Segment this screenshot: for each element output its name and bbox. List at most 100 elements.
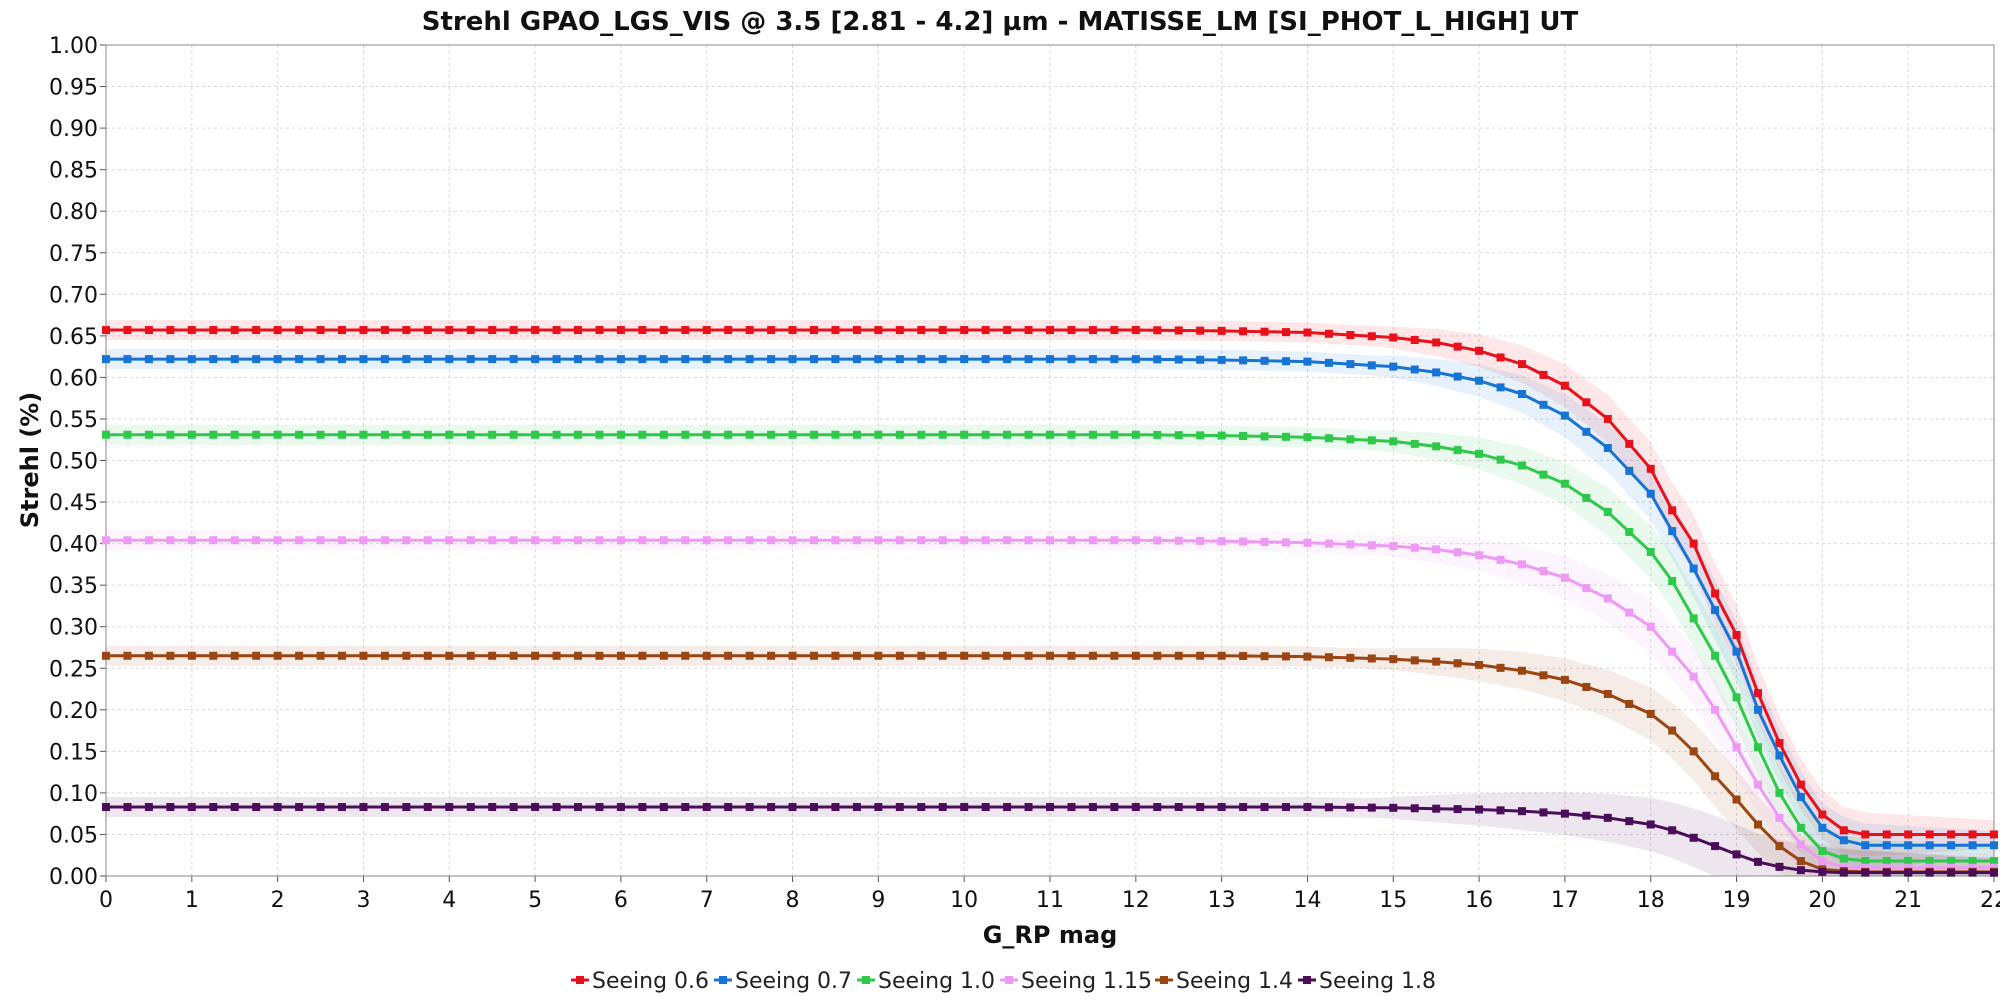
data-point: [1003, 536, 1012, 545]
data-point: [466, 651, 475, 660]
data-point: [1711, 772, 1720, 781]
data-point: [1775, 862, 1784, 871]
data-point: [1475, 376, 1484, 385]
data-point: [273, 651, 282, 660]
data-point: [1196, 536, 1205, 545]
data-point: [144, 536, 153, 545]
y-tick-label: 0.90: [49, 117, 98, 142]
data-point: [1389, 655, 1398, 664]
data-point: [724, 651, 733, 660]
data-point: [616, 803, 625, 812]
x-tick-label: 5: [528, 888, 542, 913]
data-point: [788, 803, 797, 812]
data-point: [230, 326, 239, 335]
data-point: [574, 355, 582, 364]
y-tick-label: 0.10: [49, 782, 98, 807]
data-point: [681, 355, 690, 364]
data-point: [488, 326, 497, 335]
x-tick-label: 16: [1465, 888, 1493, 913]
data-point: [1131, 355, 1140, 364]
data-point: [509, 651, 518, 660]
data-point: [1754, 780, 1762, 789]
x-tick-label: 13: [1208, 888, 1236, 913]
data-point: [659, 326, 668, 335]
data-point: [402, 803, 411, 812]
y-tick-label: 0.40: [49, 533, 98, 558]
data-point: [1003, 355, 1012, 364]
data-point: [1582, 427, 1591, 436]
data-point: [1346, 540, 1355, 549]
data-point: [1603, 414, 1612, 423]
data-point: [359, 430, 368, 439]
data-point: [466, 430, 475, 439]
data-point: [938, 803, 947, 812]
data-point: [1067, 430, 1076, 439]
data-point: [380, 355, 389, 364]
data-point: [788, 326, 797, 335]
data-point: [1367, 332, 1376, 341]
data-point: [1839, 836, 1848, 845]
legend-label: Seeing 1.0: [878, 969, 995, 994]
data-point: [1346, 803, 1355, 812]
data-point: [1968, 841, 1977, 850]
data-point: [1088, 430, 1097, 439]
data-point: [1024, 326, 1033, 335]
data-point: [1732, 693, 1741, 702]
y-tick-label: 0.00: [49, 865, 98, 890]
data-point: [123, 355, 132, 364]
data-point: [1925, 863, 1934, 872]
data-point: [230, 430, 239, 439]
data-point: [488, 355, 497, 364]
data-point: [1625, 527, 1634, 536]
data-point: [466, 536, 475, 545]
data-point: [1367, 436, 1376, 445]
data-point: [1389, 437, 1398, 446]
data-point: [1432, 338, 1441, 347]
data-point: [187, 355, 196, 364]
data-point: [917, 536, 926, 545]
data-point: [509, 430, 518, 439]
data-point: [659, 651, 668, 660]
data-point: [402, 536, 411, 545]
data-point: [1689, 539, 1698, 548]
y-tick-label: 0.50: [49, 450, 98, 475]
data-point: [831, 803, 840, 812]
data-point: [1861, 857, 1870, 866]
data-point: [917, 355, 926, 364]
data-point: [681, 803, 690, 812]
data-point: [638, 355, 647, 364]
data-point: [1882, 857, 1891, 866]
data-point: [1260, 432, 1269, 441]
data-point: [1324, 434, 1333, 443]
plot-area-frame: [105, 44, 1995, 877]
data-point: [1260, 327, 1269, 336]
data-point: [767, 536, 776, 545]
x-tick-label: 15: [1379, 888, 1407, 913]
data-point: [1904, 857, 1913, 866]
data-point: [1346, 360, 1355, 369]
data-point: [423, 355, 432, 364]
data-point: [1046, 651, 1054, 660]
data-point: [252, 430, 261, 439]
data-point: [852, 326, 861, 335]
y-axis-label: Strehl (%): [16, 392, 44, 529]
chart-title: Strehl GPAO_LGS_VIS @ 3.5 [2.81 - 4.2] µ…: [422, 7, 1579, 37]
data-point: [1046, 536, 1054, 545]
data-point: [187, 536, 196, 545]
data-point: [209, 536, 218, 545]
data-point: [1303, 328, 1312, 337]
data-point: [810, 326, 818, 335]
data-point: [1367, 654, 1376, 663]
legend-item-seeing-1-0: Seeing 1.0: [857, 969, 995, 994]
data-point: [1046, 430, 1054, 439]
data-point: [638, 430, 647, 439]
data-point: [616, 355, 625, 364]
data-point: [1174, 651, 1183, 660]
data-point: [960, 651, 969, 660]
data-point: [1217, 431, 1226, 440]
data-point: [1560, 675, 1569, 684]
data-point: [1839, 862, 1848, 871]
data-point: [295, 355, 304, 364]
data-point: [981, 355, 990, 364]
data-point: [380, 651, 389, 660]
